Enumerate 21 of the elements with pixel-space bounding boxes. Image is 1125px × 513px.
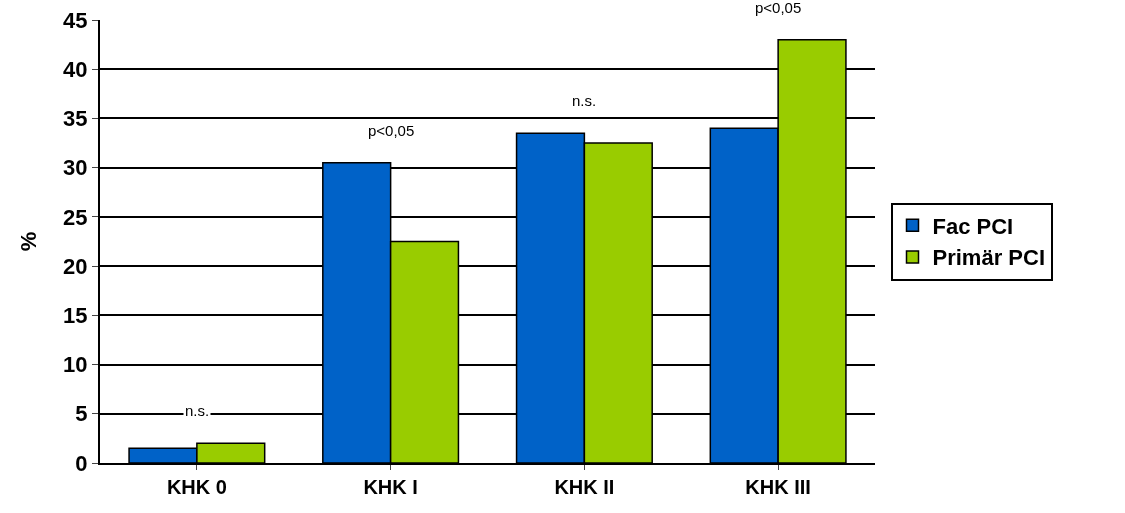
y-tick-label: 35 (63, 106, 88, 132)
x-tick-label: KHK III (745, 476, 811, 498)
x-tick-label: KHK 0 (166, 476, 227, 498)
x-tick-label: KHK II (554, 476, 615, 498)
legend-label: Fac PCI (932, 213, 1014, 239)
y-tick-label: 20 (63, 253, 88, 279)
y-tick-label: 30 (63, 155, 88, 181)
x-tick-label: KHK I (363, 476, 418, 498)
y-tick-label: 25 (63, 204, 88, 230)
y-tick-label: 45 (63, 7, 88, 33)
annotation: n.s. (185, 402, 210, 419)
annotation: n.s. (572, 92, 597, 109)
y-tick-label: 10 (63, 352, 88, 378)
y-tick-label: 40 (63, 56, 88, 82)
text: p<0,05 (755, 0, 802, 16)
y-tick-label: 0 (75, 450, 88, 476)
annotation: p<0,05 (368, 122, 415, 139)
y-axis-title: % (16, 231, 42, 252)
legend-label: Primär PCI (932, 245, 1045, 271)
y-tick-label: 5 (75, 401, 88, 427)
y-tick-label: 15 (63, 303, 88, 329)
